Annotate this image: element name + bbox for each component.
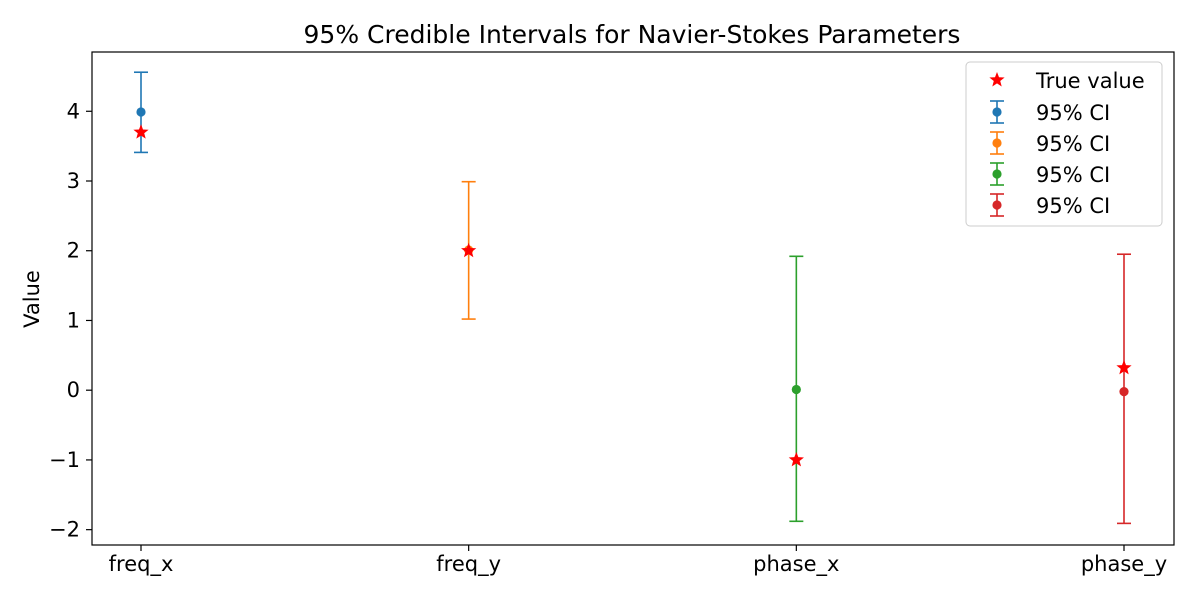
legend-label: 95% CI xyxy=(1036,132,1110,156)
x-tick-label: phase_x xyxy=(753,552,839,577)
legend-star-icon xyxy=(989,72,1005,87)
x-tick-label: freq_x xyxy=(109,552,174,577)
legend-point-icon xyxy=(992,169,1002,179)
legend-point-icon xyxy=(992,107,1002,117)
y-axis-label: Value xyxy=(20,270,44,328)
x-axis: freq_x freq_y phase_x phase_y xyxy=(109,545,1167,577)
true-value-star-phase_x xyxy=(788,451,804,467)
true-value-star-freq_y xyxy=(461,242,477,258)
legend-point-icon xyxy=(992,138,1002,148)
x-tick-label: freq_y xyxy=(436,552,501,577)
mean-point xyxy=(1119,386,1129,397)
mean-point xyxy=(791,384,801,395)
y-tick-label: 1 xyxy=(67,308,80,332)
legend-label: True value xyxy=(1035,69,1145,93)
y-tick-label: 3 xyxy=(67,169,80,193)
plot-marks xyxy=(133,71,1132,525)
legend-label: 95% CI xyxy=(1036,101,1110,125)
y-tick-label: 4 xyxy=(67,99,80,123)
x-tick-label: phase_y xyxy=(1081,552,1167,577)
legend: True value 95% CI 95% CI 95% CI 95% CI xyxy=(965,61,1163,227)
legend-label: 95% CI xyxy=(1036,163,1110,187)
y-tick-label: 0 xyxy=(67,378,80,402)
y-tick-label: −1 xyxy=(49,448,80,472)
legend-point-icon xyxy=(992,200,1002,210)
plot-area-frame xyxy=(91,51,1175,546)
legend-label: 95% CI xyxy=(1036,194,1110,218)
y-tick-label: 2 xyxy=(67,239,80,263)
mean-point xyxy=(136,107,146,117)
true-value-star-phase_y xyxy=(1116,359,1132,375)
true-value-star-freq_x xyxy=(133,124,149,139)
error-bar-phase_y xyxy=(1117,253,1131,525)
error-bar-phase_x xyxy=(789,255,804,523)
chart-title: 95% Credible Intervals for Navier-Stokes… xyxy=(304,20,961,49)
y-axis: 4 3 2 1 0 −1 −2 xyxy=(49,99,92,542)
y-tick-label: −2 xyxy=(49,518,80,542)
legend-box xyxy=(965,61,1163,227)
error-bar-freq_x xyxy=(134,71,148,154)
